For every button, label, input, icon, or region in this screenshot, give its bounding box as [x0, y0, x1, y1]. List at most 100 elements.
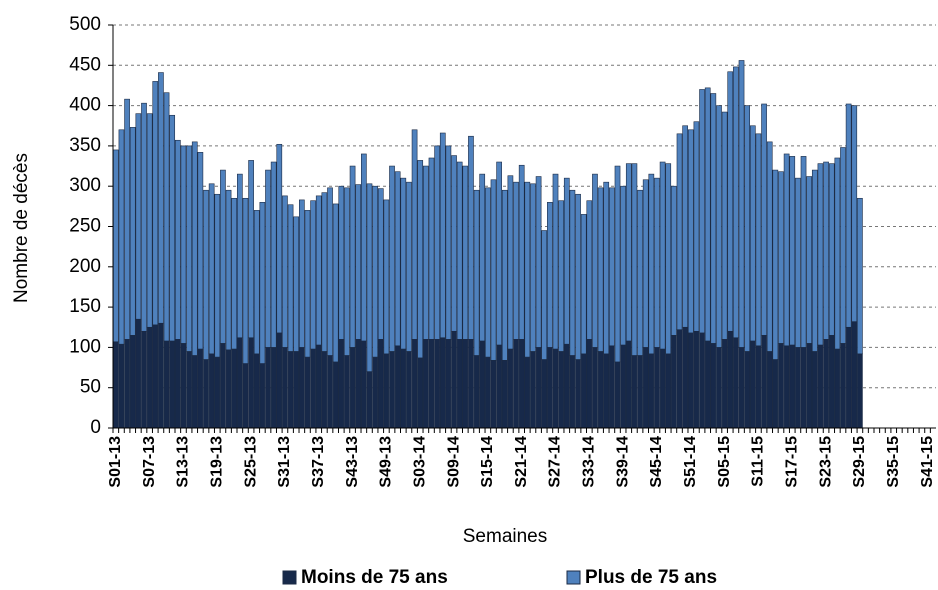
bar-segment	[586, 339, 593, 429]
y-tick-label: 0	[90, 417, 101, 438]
x-tick-label: S29-15	[851, 436, 868, 488]
bar-segment	[372, 185, 378, 358]
y-axis-title: Nombre de décès	[11, 153, 32, 303]
x-tick-label: S37-13	[310, 436, 327, 488]
bar-segment	[451, 155, 457, 332]
bar-segment	[811, 169, 818, 352]
bar-segment	[321, 192, 328, 352]
bar-segment	[749, 125, 756, 342]
bar-segment	[389, 351, 395, 429]
legend-swatch	[566, 570, 581, 585]
bar-segment	[687, 332, 694, 429]
bar-segment	[451, 330, 457, 429]
bar-segment	[315, 195, 322, 346]
x-tick-label: S01-13	[107, 436, 124, 488]
bar-segment	[265, 169, 271, 348]
bar-segment	[462, 339, 469, 429]
bar-segment	[383, 353, 390, 429]
bar-segment	[253, 353, 260, 429]
bar-segment	[276, 332, 283, 429]
bar-segment	[214, 356, 221, 429]
bar-segment	[507, 175, 514, 350]
bar-segment	[417, 160, 424, 359]
bar-segment	[124, 98, 130, 340]
bar-segment	[361, 153, 367, 342]
x-tick-label: S23-15	[817, 436, 834, 488]
bar-segment	[778, 171, 784, 344]
bar-segment	[377, 188, 384, 340]
bar-segment	[265, 347, 271, 429]
bar-segment	[124, 339, 130, 429]
bar-segment	[558, 351, 564, 429]
bar-segment	[490, 179, 497, 361]
bar-segment	[766, 351, 773, 429]
y-tick-label: 450	[69, 54, 101, 75]
bar-segment	[687, 129, 694, 334]
bar-segment	[631, 163, 638, 356]
bar-segment	[625, 163, 632, 342]
bar-segment	[400, 348, 407, 429]
bar-segment	[563, 343, 570, 429]
bar-segment	[135, 318, 142, 429]
bar-segment	[603, 181, 610, 355]
x-tick-label: S49-13	[378, 436, 395, 488]
bar-segment	[231, 197, 238, 350]
bar-segment	[394, 345, 401, 429]
bar-segment	[394, 171, 401, 347]
bar-segment	[208, 183, 215, 355]
bar-segment	[800, 347, 807, 429]
bar-segment	[293, 351, 300, 429]
bar-segment	[783, 345, 790, 429]
bar-segment	[383, 199, 390, 355]
bar-segment	[445, 339, 452, 429]
bar-segment	[609, 187, 615, 347]
bar-segment	[468, 339, 474, 429]
bar-segment	[857, 197, 863, 355]
bar-segment	[569, 355, 576, 429]
bar-segment	[490, 359, 497, 429]
bar-segment	[834, 348, 841, 429]
bar-segment	[242, 197, 249, 364]
bar-segment	[169, 114, 176, 342]
bar-segment	[642, 347, 649, 429]
bar-segment	[129, 127, 136, 336]
x-tick-label: S21-14	[513, 436, 530, 488]
bar-segment	[851, 105, 858, 322]
bar-segment	[800, 156, 807, 348]
bar-segment	[524, 356, 531, 429]
x-tick-label: S41-15	[919, 436, 936, 488]
bar-segment	[321, 351, 328, 429]
bar-segment	[569, 189, 576, 356]
bar-segment	[744, 351, 750, 429]
bar-segment	[592, 173, 598, 348]
bar-segment	[738, 347, 745, 429]
bar-segment	[417, 357, 424, 429]
bar-segment	[372, 356, 378, 429]
bar-segment	[631, 355, 638, 429]
y-tick-label: 100	[69, 336, 101, 357]
bar-segment	[462, 165, 469, 340]
bar-segment	[344, 355, 350, 429]
x-tick-label: S17-15	[783, 436, 800, 488]
bar-segment	[214, 193, 221, 358]
bar-segment	[434, 339, 440, 429]
bar-segment	[366, 371, 373, 429]
bar-segment	[642, 179, 649, 348]
bar-segment	[530, 351, 536, 429]
bar-segment	[541, 359, 548, 429]
bar-segment	[158, 322, 164, 429]
x-tick-label: S13-13	[175, 436, 192, 488]
bar-segment	[191, 141, 198, 356]
bar-segment	[248, 337, 254, 429]
bar-segment	[501, 189, 508, 361]
bar-segment	[485, 187, 491, 358]
bar-segment	[208, 353, 215, 429]
bar-segment	[721, 111, 728, 340]
bar-segment	[507, 348, 514, 429]
bar-segment	[541, 230, 548, 360]
bar-segment	[236, 337, 243, 429]
bar-segment	[530, 183, 536, 352]
x-tick-label: S31-13	[276, 436, 293, 488]
bar-segment	[197, 152, 204, 350]
